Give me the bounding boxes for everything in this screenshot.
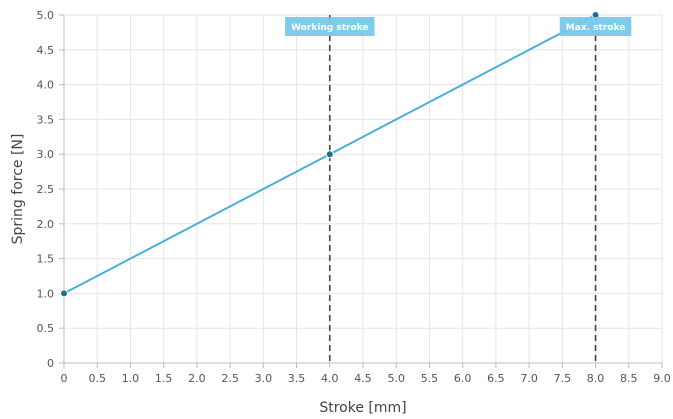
x-tick-label: 6.0 <box>454 372 472 385</box>
x-tick-label: 4.0 <box>321 372 339 385</box>
axes <box>59 14 663 368</box>
y-tick-label: 1.0 <box>37 287 55 300</box>
x-tick-label: 4.5 <box>354 372 372 385</box>
x-tick-label: 1.0 <box>122 372 140 385</box>
data-point <box>60 289 68 298</box>
x-tick-label: 8.5 <box>620 372 638 385</box>
x-tick-label: 8.0 <box>587 372 605 385</box>
x-tick-label: 2.5 <box>221 372 239 385</box>
annotation-box <box>559 17 632 36</box>
x-tick-label: 5.0 <box>387 372 405 385</box>
annotation-lines <box>328 15 597 363</box>
x-tick-label: 5.5 <box>421 372 439 385</box>
y-tick-label: 3.5 <box>37 113 55 126</box>
x-tick-label: 0 <box>61 372 68 385</box>
x-tick-label: 2.0 <box>188 372 206 385</box>
y-tick-label: 0 <box>47 357 54 370</box>
x-tick-label: 1.5 <box>155 372 173 385</box>
y-tick-label: 2.0 <box>37 218 55 231</box>
annotation-labels: Working stroke Max. stroke <box>285 17 632 36</box>
y-tick-label: 2.5 <box>37 183 55 196</box>
x-axis-title: Stroke [mm] <box>319 400 406 416</box>
y-tick-label: 3.0 <box>37 148 55 161</box>
grid-lines <box>64 14 663 363</box>
data-point <box>325 150 334 159</box>
x-tick-label: 9.0 <box>653 372 671 385</box>
series <box>60 11 600 298</box>
x-tick-label: 0.5 <box>88 372 106 385</box>
annotation-label: Working stroke <box>285 17 375 36</box>
x-tick-label: 7.0 <box>520 372 538 385</box>
annotation-text: Max. stroke <box>566 23 626 33</box>
x-tick-label: 7.5 <box>554 372 572 385</box>
x-tick-label: 6.5 <box>487 372 505 385</box>
annotation-text: Working stroke <box>291 23 368 33</box>
y-tick-label: 5.0 <box>37 9 55 22</box>
annotation-label: Max. stroke <box>559 17 632 36</box>
y-tick-label: 4.5 <box>37 44 55 57</box>
x-tick-label: 3.5 <box>288 372 306 385</box>
annotation-box <box>285 17 375 36</box>
y-tick-label: 4.0 <box>37 79 55 92</box>
y-tick-label: 0.5 <box>37 322 55 335</box>
x-tick-label: 3.0 <box>255 372 273 385</box>
tick-labels: 0 0.5 1.0 1.5 2.0 2.5 3.0 3.5 4.0 4.5 5.0 5.5 6.0 6.5… <box>37 9 671 385</box>
y-tick-label: 1.5 <box>37 253 55 266</box>
y-axis-title: Spring force [N] <box>10 134 26 245</box>
